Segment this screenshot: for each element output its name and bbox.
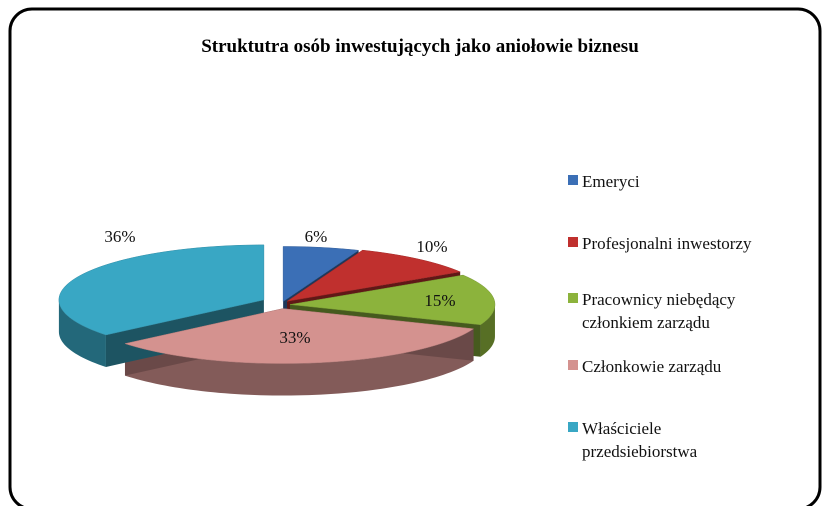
slice [124, 308, 475, 364]
chart-title: Struktutra osób inwestujących jako anioł… [201, 36, 639, 57]
legend-swatch [568, 360, 578, 370]
slice-side [124, 328, 474, 396]
data-label: 6% [305, 227, 328, 246]
slice-side [480, 304, 495, 357]
legend-swatch [568, 237, 578, 247]
data-label: 10% [416, 237, 447, 256]
slice [289, 274, 496, 326]
legend-label: Pracownicy niebędący członkiem zarządu [582, 290, 736, 332]
data-label: 36% [104, 227, 135, 246]
legend-item: Członkowie zarządu [568, 355, 830, 378]
legend-swatch [568, 175, 578, 185]
legend-item: Pracownicy niebędący członkiem zarządu [568, 288, 787, 334]
slice-side [58, 299, 106, 367]
data-label: 15% [424, 291, 455, 310]
legend-label: Profesjonalni inwestorzy [582, 234, 752, 253]
legend-swatch [568, 422, 578, 432]
frame [8, 7, 822, 506]
legend-item: Profesjonalni inwestorzy [568, 232, 830, 255]
legend-label: Emeryci [582, 172, 640, 191]
data-label: 33% [279, 328, 310, 347]
slice [286, 249, 462, 302]
slice [58, 244, 265, 336]
legend-item: Właściciele przedsiebiorstwa [568, 417, 742, 463]
slice [282, 246, 360, 302]
legend-label: Członkowie zarządu [582, 357, 722, 376]
legend-label: Właściciele przedsiebiorstwa [582, 419, 698, 461]
legend-swatch [568, 293, 578, 303]
legend-item: Emeryci [568, 170, 830, 193]
